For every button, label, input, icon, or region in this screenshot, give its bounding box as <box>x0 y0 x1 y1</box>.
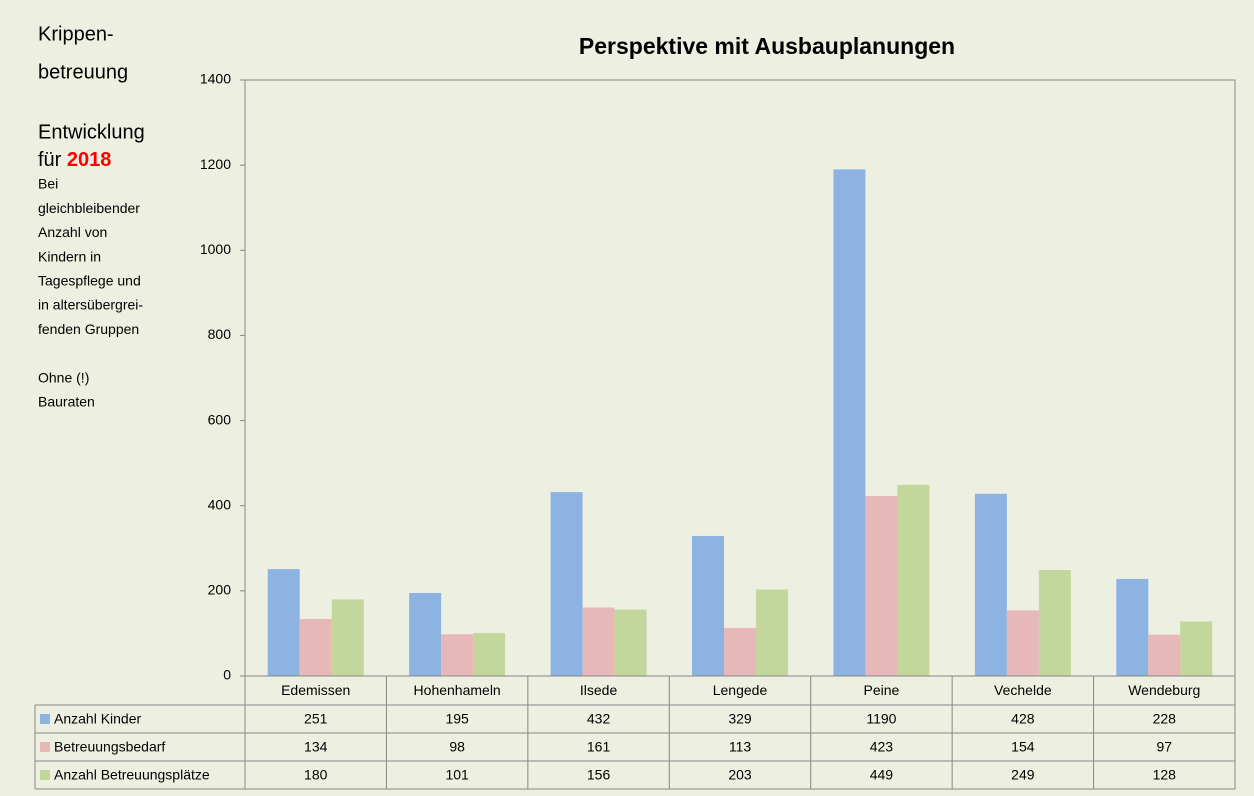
bar <box>1038 569 1071 676</box>
table-cell: 113 <box>729 739 752 755</box>
y-tick-label: 400 <box>208 496 232 512</box>
x-tick-label: Peine <box>864 682 900 698</box>
bar <box>299 618 332 676</box>
x-tick-label: Ilsede <box>580 682 618 698</box>
table-cell: 156 <box>587 767 611 783</box>
legend-label: Betreuungsbedarf <box>54 739 165 755</box>
sidebar-note: fenden Gruppen <box>38 321 139 337</box>
bar <box>756 589 788 676</box>
bar <box>473 633 506 676</box>
bar <box>897 484 930 676</box>
legend-swatch <box>40 770 50 780</box>
y-tick-label: 600 <box>208 411 232 427</box>
bar <box>833 169 866 676</box>
table-cell: 449 <box>870 767 894 783</box>
x-tick-label: Wendeburg <box>1128 682 1200 698</box>
table-cell: 251 <box>304 711 328 727</box>
sidebar-note: in altersübergrei- <box>38 297 143 313</box>
y-tick-label: 1200 <box>200 156 231 172</box>
sidebar-title: Krippen- <box>38 23 114 45</box>
legend-label: Anzahl Kinder <box>54 711 142 727</box>
sidebar-footnote: Bauraten <box>38 394 95 410</box>
y-tick-label: 1000 <box>200 241 231 257</box>
table-cell: 428 <box>1011 711 1035 727</box>
bar <box>409 592 442 676</box>
year: 2018 <box>67 149 112 171</box>
table-cell: 161 <box>587 739 611 755</box>
table-cell: 134 <box>304 739 328 755</box>
sidebar-note: Bei <box>38 176 58 192</box>
y-tick-label: 1400 <box>200 71 231 87</box>
x-tick-label: Edemissen <box>281 682 350 698</box>
sidebar-year-line: für 2018 <box>38 149 111 171</box>
x-tick-label: Lengede <box>713 682 768 698</box>
y-tick-label: 200 <box>208 582 232 598</box>
bar <box>1180 621 1213 676</box>
table-cell: 98 <box>449 739 465 755</box>
legend-swatch <box>40 714 50 724</box>
sidebar-subtitle: Entwicklung <box>38 121 145 143</box>
plot-area <box>244 79 1236 677</box>
bar <box>441 634 474 676</box>
table-cell: 97 <box>1156 739 1172 755</box>
table-cell: 154 <box>1011 739 1035 755</box>
bar <box>331 599 364 676</box>
bar <box>724 627 756 676</box>
bar <box>865 495 898 676</box>
x-tick-label: Vechelde <box>994 682 1052 698</box>
year-prefix: für <box>38 149 62 171</box>
bar <box>267 569 300 676</box>
bar <box>550 492 583 676</box>
x-tick-label: Hohenhameln <box>414 682 501 698</box>
table-cell: 180 <box>304 767 328 783</box>
legend-label: Anzahl Betreuungsplätze <box>54 767 210 783</box>
y-tick-label: 800 <box>208 326 232 342</box>
bar <box>614 609 647 676</box>
sidebar-note: gleichbleibender <box>38 200 140 216</box>
table-cell: 432 <box>587 711 611 727</box>
table-cell: 423 <box>870 739 894 755</box>
table-cell: 249 <box>1011 767 1035 783</box>
bar <box>582 607 615 676</box>
table-cell: 195 <box>445 711 469 727</box>
table-cell: 329 <box>728 711 752 727</box>
table-cell: 128 <box>1153 767 1177 783</box>
table-cell: 101 <box>445 767 469 783</box>
legend-swatch <box>40 742 50 752</box>
sidebar-title: betreuung <box>38 61 128 83</box>
sidebar-note: Tagespflege und <box>38 273 141 289</box>
bar <box>1148 634 1181 676</box>
sidebar-note: Anzahl von <box>38 224 107 240</box>
bar <box>692 535 724 676</box>
bar <box>974 493 1007 676</box>
sidebar-note: Kindern in <box>38 248 101 264</box>
chart-title: Perspektive mit Ausbauplanungen <box>579 33 955 59</box>
sidebar-footnote: Ohne (!) <box>38 370 89 386</box>
y-tick-label: 0 <box>223 667 231 683</box>
bar <box>1006 610 1039 676</box>
table-cell: 1190 <box>866 711 896 727</box>
table-cell: 203 <box>728 767 752 783</box>
table-cell: 228 <box>1153 711 1177 727</box>
bar <box>1116 578 1149 676</box>
